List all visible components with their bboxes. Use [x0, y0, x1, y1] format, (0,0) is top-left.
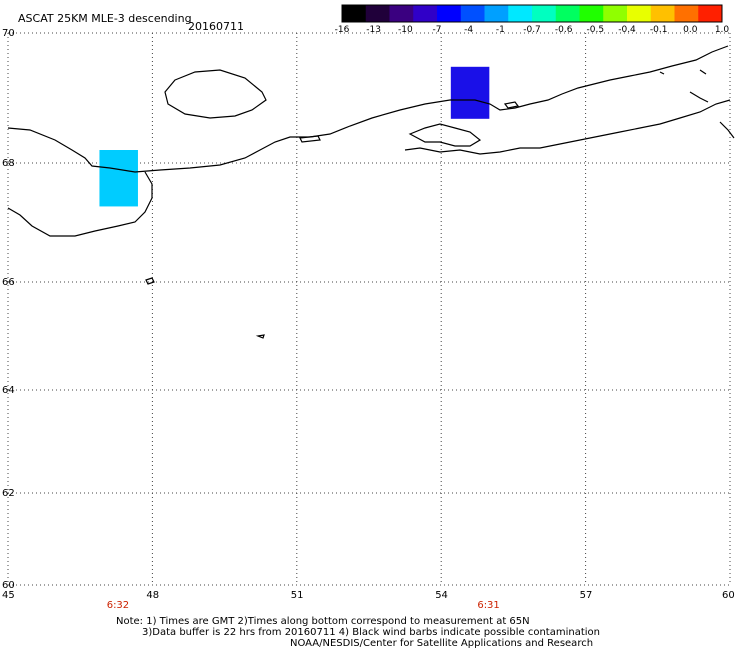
mainland-coastline — [7, 45, 729, 173]
colorbar-tick-label: -0.7 — [523, 25, 541, 35]
colorbar-tick-label: -0.5 — [586, 25, 605, 35]
colorbar-swatch — [698, 5, 723, 22]
colorbar-tick-label: -13 — [366, 25, 381, 35]
colorbar-tick-label: -16 — [334, 25, 350, 35]
kolguev-island — [164, 69, 267, 119]
pechora-coast — [404, 99, 731, 155]
colorbar-swatch — [389, 5, 414, 22]
colorbar-swatch — [460, 5, 485, 22]
colorbar-tick-label: -0.6 — [554, 25, 573, 35]
small-island-3 — [503, 101, 520, 109]
latitude-label: 66 — [2, 277, 15, 288]
colorbar-tick-label: -0.4 — [618, 25, 636, 35]
coastline — [7, 45, 735, 339]
colorbar-swatch — [413, 5, 438, 22]
colorbar-tick-label: -0.1 — [649, 25, 668, 35]
latitude-label: 68 — [2, 158, 15, 169]
note-line-1: Note: 1) Times are GMT 2)Times along bot… — [116, 616, 530, 627]
product-title: ASCAT 25KM MLE-3 descending — [18, 12, 192, 25]
colorbar-tick-label: 1.0 — [714, 25, 730, 35]
small-island-2 — [255, 334, 265, 339]
colorbar-tick-label: -1 — [495, 25, 505, 35]
colorbar-swatch — [603, 5, 628, 22]
colorbar-swatch — [674, 5, 699, 22]
data-cells — [99, 66, 490, 207]
colorbar-swatch — [555, 5, 580, 22]
longitude-label: 54 — [435, 590, 448, 601]
colorbar-swatch — [437, 5, 462, 22]
colorbar-tick-label: -4 — [464, 25, 474, 35]
latitude-label: 64 — [2, 385, 15, 396]
colorbar-frame — [341, 4, 723, 23]
colorbar-swatch — [579, 5, 604, 22]
colorbar-swatch — [508, 5, 533, 22]
cyan-data-cell — [99, 150, 138, 207]
product-date: 20160711 — [188, 20, 244, 33]
longitude-label: 60 — [722, 590, 735, 601]
longitude-label: 48 — [146, 590, 160, 601]
graticule — [7, 32, 731, 586]
pass-time-label: 6:32 — [106, 600, 130, 611]
note-line-3: NOAA/NESDIS/Center for Satellite Applica… — [290, 638, 594, 649]
colorbar-swatch — [627, 5, 652, 22]
longitude-label: 45 — [2, 590, 15, 601]
colorbar-tick-label: -10 — [397, 25, 413, 35]
longitude-label: 51 — [290, 590, 304, 601]
colorbar-swatch — [650, 5, 675, 22]
longitude-label: 57 — [579, 590, 593, 601]
latitude-label: 62 — [2, 488, 15, 499]
latitude-label: 60 — [2, 580, 15, 591]
colorbar-swatch — [484, 5, 509, 22]
colorbar-swatch — [532, 5, 557, 22]
note-line-2: 3)Data buffer is 22 hrs from 20160711 4)… — [142, 627, 600, 638]
colorbar-swatch — [342, 5, 367, 22]
bay-inlet — [408, 123, 482, 147]
east-coast-detail — [659, 69, 735, 139]
blue-data-cell — [450, 66, 490, 119]
small-island-4 — [299, 135, 321, 143]
colorbar — [341, 4, 723, 23]
pass-time-label: 6:31 — [477, 600, 500, 611]
mainland-coastline-south — [7, 171, 153, 237]
small-island-1 — [145, 277, 155, 285]
colorbar-tick-label: -7 — [432, 25, 442, 35]
colorbar-tick-label: 0.0 — [683, 25, 698, 35]
colorbar-swatch — [365, 5, 390, 22]
latitude-label: 70 — [2, 28, 15, 39]
